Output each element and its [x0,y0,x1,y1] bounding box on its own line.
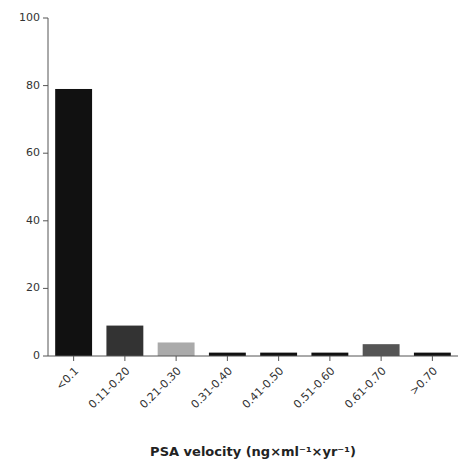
y-tick-label: 40 [26,214,40,227]
y-tick-label: 20 [26,281,40,294]
x-axis: <0.10.11-0.200.21-0.300.31-0.400.41-0.50… [48,356,458,411]
x-tick [432,356,433,361]
x-tick [278,356,279,361]
bar [106,326,143,356]
x-tick-label: <0.1 [53,365,81,393]
bar [363,344,400,356]
bars [55,89,451,356]
x-tick-label: 0.51-0.60 [291,365,338,412]
y-tick [43,85,48,86]
x-axis-label: PSA velocity (ng×ml⁻¹×yr⁻¹) [150,444,356,459]
y-axis-line [48,18,49,356]
y-tick-label: 60 [26,146,40,159]
bar [414,353,451,356]
x-tick [73,356,74,361]
y-tick [43,356,48,357]
chart-svg: 0 20 40 60 80 100 <0.10.11-0.200.21-0.300.31-0… [0,0,474,474]
y-tick [43,288,48,289]
plot-area: 0 20 40 60 80 100 <0.10.11-0.200.21-0.300.31-0… [19,11,458,459]
bar [158,342,195,356]
bar [55,89,92,356]
y-tick [43,153,48,154]
bar [260,353,297,356]
x-tick-label: 0.41-0.50 [240,365,287,412]
x-tick [176,356,177,361]
y-axis: 0 20 40 60 80 100 [19,11,48,362]
x-tick-label: 0.21-0.30 [137,365,184,412]
y-tick [43,18,48,19]
bar [311,353,348,356]
x-tick [329,356,330,361]
x-tick-label: 0.61-0.70 [342,365,389,412]
y-tick [43,220,48,221]
y-tick-label: 80 [26,79,40,92]
chart-container: 0 20 40 60 80 100 <0.10.11-0.200.21-0.300.31-0… [0,0,474,474]
x-axis-line [48,356,458,357]
y-tick-label: 100 [19,11,40,24]
x-tick [124,356,125,361]
x-tick [227,356,228,361]
x-tick [381,356,382,361]
x-tick-label: 0.11-0.20 [86,365,133,412]
x-tick-label: >0.70 [407,365,440,398]
x-tick-label: 0.31-0.40 [189,365,236,412]
y-tick-label: 0 [33,349,40,362]
bar [209,353,246,356]
